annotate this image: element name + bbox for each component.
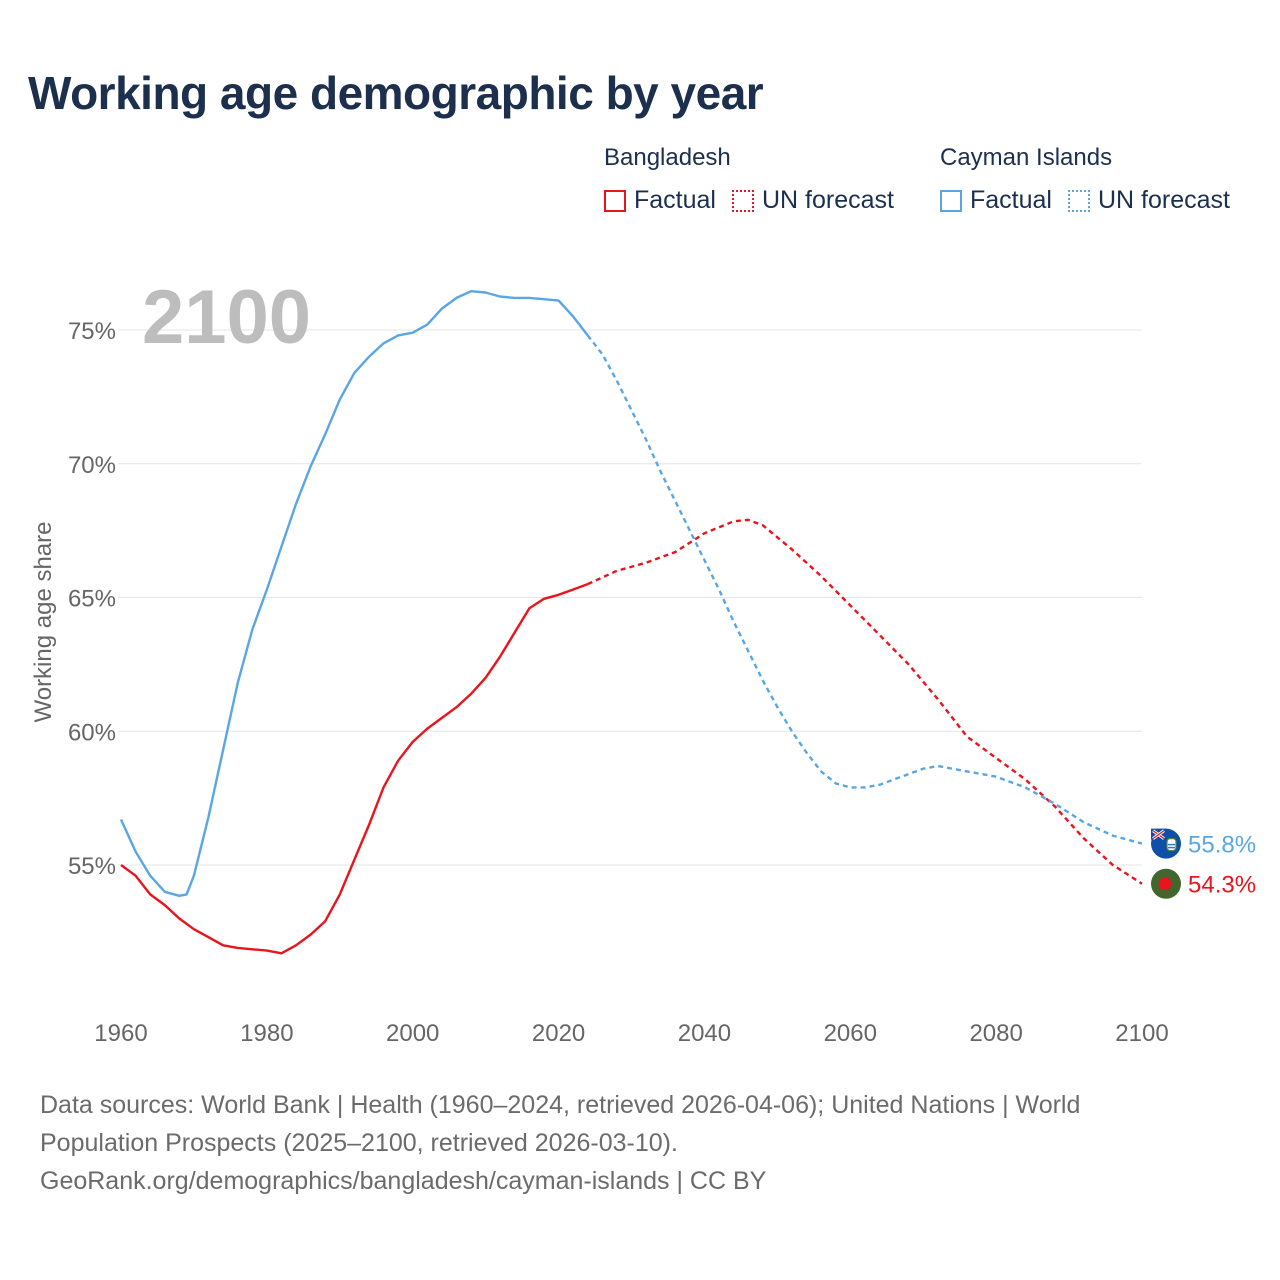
legend-label: UN forecast [1097,186,1230,214]
legend-group-title: Cayman Islands [940,144,1113,171]
y-tick-label: 55% [68,853,116,880]
x-tick-label: 2040 [678,1020,731,1047]
y-axis-label: Working age share [30,522,57,723]
legend-label: Factual [970,186,1052,214]
legend-cayman-forecast[interactable]: UN forecast [1067,186,1230,215]
legend-swatch-solid [604,189,626,212]
source-link[interactable]: GeoRank.org/demographics/bangladesh/caym… [40,1167,767,1195]
x-tick-label: 2020 [532,1020,585,1047]
legend-group-cayman: Cayman Islands Factual UN forecast [940,144,1246,215]
source-line: Data sources: World Bank | Health (1960–… [40,1091,1081,1119]
x-tick-label: 2060 [824,1020,877,1047]
bangladesh-forecast-line[interactable] [587,518,1143,885]
legend-group-bangladesh: Bangladesh Factual UN forecast [604,144,910,215]
bangladesh-factual-line[interactable] [120,582,589,955]
cayman-end-value-label: 55.8% [1188,832,1256,859]
legend-group-title: Bangladesh [604,144,731,171]
y-tick-label: 65% [68,586,116,613]
bangladesh-end-value-label: 54.3% [1188,872,1256,899]
legend-label: Factual [634,186,716,214]
source-note: Data sources: World Bank | Health (1960–… [40,1086,1220,1200]
y-tick-label: 60% [68,719,116,746]
source-line: Population Prospects (2025–2100, retriev… [40,1129,678,1157]
cayman-flag-icon [1151,828,1181,859]
year-overlay: 2100 [142,275,311,360]
legend-label: UN forecast [761,186,894,214]
legend-swatch-dotted [731,189,754,212]
legend-swatch-solid [940,189,962,212]
x-tick-label: 1960 [94,1020,147,1047]
legend-bangladesh-factual[interactable]: Factual [604,186,716,215]
x-tick-label: 2100 [1115,1020,1168,1047]
legend-bangladesh-forecast[interactable]: UN forecast [731,186,894,215]
x-tick-label: 2000 [386,1020,439,1047]
legend-cayman-factual[interactable]: Factual [940,186,1052,215]
y-tick-label: 75% [68,318,116,345]
cayman-factual-line[interactable] [119,290,589,897]
bangladesh-flag-icon [1151,868,1181,899]
legend-swatch-dotted [1067,189,1090,212]
x-tick-label: 1980 [240,1020,293,1047]
cayman-forecast-line[interactable] [586,334,1143,845]
chart-title: Working age demographic by year [28,67,764,119]
x-tick-label: 2080 [969,1020,1022,1047]
y-tick-label: 70% [68,452,116,479]
